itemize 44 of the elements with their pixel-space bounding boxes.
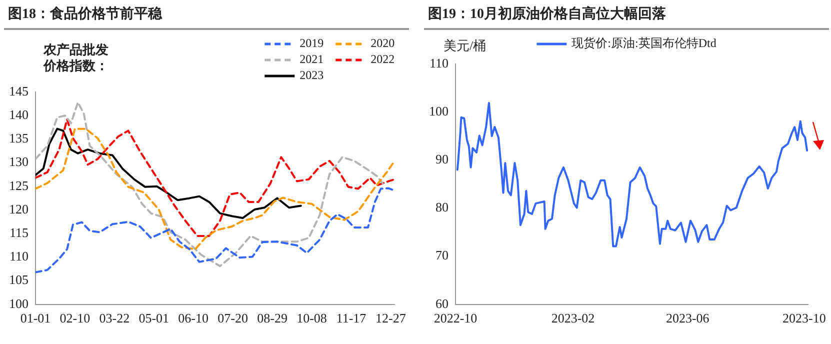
chart-title: 图18：食品价格节前平稳 — [4, 4, 409, 30]
line-series — [36, 118, 395, 237]
y-axis-title: 农产品批发价格指数： — [42, 42, 108, 73]
y-tick-label: 120 — [9, 201, 28, 216]
x-tick-label: 06-10 — [178, 310, 209, 326]
y-tick-label: 135 — [9, 130, 28, 146]
x-tick-label: 2023-10 — [782, 310, 826, 326]
x-tick-label: 2023-02 — [551, 310, 595, 326]
x-tick-label: 11-17 — [336, 310, 367, 326]
legend-label: 现货价:原油:英国布伦特Dtd — [572, 36, 716, 50]
y-tick-label: 70 — [436, 248, 448, 263]
x-tick-label: 01-01 — [20, 310, 51, 326]
legend-label: 2022 — [370, 52, 395, 66]
x-tick-label: 02-10 — [60, 310, 90, 326]
x-tick-label: 07-20 — [218, 310, 248, 326]
y-tick-label: 140 — [9, 107, 28, 122]
line-series — [36, 187, 395, 274]
x-tick-label: 08-29 — [257, 310, 288, 326]
chart-title: 图19：10月初原油价格自高位大幅回落 — [424, 4, 829, 30]
y-tick-label: 110 — [429, 55, 448, 70]
y-tick-label: 80 — [436, 200, 448, 215]
legend-label: 2023 — [300, 68, 324, 82]
y-tick-label: 90 — [436, 152, 448, 167]
x-tick-label: 05-01 — [138, 310, 170, 326]
x-tick-label: 12-27 — [376, 310, 406, 326]
y-tick-label: 130 — [9, 154, 28, 170]
x-tick-label: 2023-06 — [666, 310, 710, 326]
x-tick-label: 03-22 — [99, 310, 130, 326]
y-axis-title: 美元/桶 — [444, 38, 486, 53]
y-tick-label: 145 — [9, 83, 28, 98]
y-tick-label: 125 — [9, 178, 28, 193]
x-tick-label: 10-08 — [296, 310, 327, 326]
x-tick-label: 2022-10 — [434, 310, 478, 326]
y-tick-label: 110 — [9, 248, 28, 264]
legend-label: 2021 — [300, 52, 324, 66]
line-series — [36, 128, 395, 250]
y-tick-label: 100 — [429, 104, 448, 118]
y-tick-label: 100 — [9, 296, 28, 311]
legend-label: 2019 — [300, 36, 324, 50]
y-tick-label: 105 — [9, 272, 28, 288]
y-tick-label: 60 — [436, 296, 448, 311]
line-series — [36, 101, 384, 268]
legend-label: 2020 — [370, 36, 395, 50]
y-tick-label: 115 — [9, 225, 28, 240]
